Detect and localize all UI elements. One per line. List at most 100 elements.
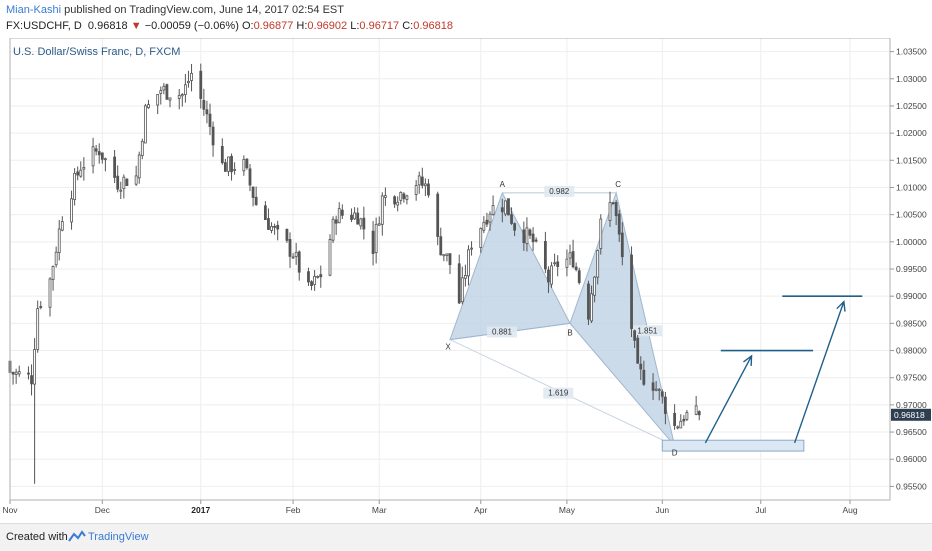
candle-body bbox=[534, 239, 538, 242]
candle-body bbox=[248, 168, 252, 186]
grid bbox=[9, 38, 890, 500]
price-change: −0.00059 (−0.06%) bbox=[144, 20, 239, 32]
candle-body bbox=[663, 396, 667, 414]
candles bbox=[8, 63, 701, 484]
time-axis[interactable]: Nov Dec 2017 Feb Mar Apr May Jun Jul Aug bbox=[2, 500, 858, 515]
candle-body bbox=[208, 113, 212, 127]
candle-body bbox=[617, 213, 621, 235]
candle-body bbox=[614, 202, 618, 217]
candle-body bbox=[316, 276, 320, 278]
projection-arrow-line bbox=[704, 355, 753, 444]
candle-body bbox=[116, 175, 120, 190]
candle-body bbox=[137, 154, 141, 179]
candle-body bbox=[54, 251, 58, 266]
candle-body bbox=[460, 277, 464, 303]
footer: Created with TradingView bbox=[0, 523, 932, 551]
candle-body bbox=[414, 185, 418, 195]
projection-drawings bbox=[704, 295, 863, 444]
candle-body bbox=[636, 337, 640, 364]
candle-body bbox=[467, 249, 470, 277]
candle-body bbox=[103, 158, 107, 161]
candle-body bbox=[57, 228, 61, 254]
candle-body bbox=[162, 85, 166, 91]
candle-body bbox=[445, 253, 449, 256]
candle-body bbox=[297, 251, 301, 273]
candle-body bbox=[660, 391, 664, 397]
candle-body bbox=[70, 198, 73, 223]
candle-body bbox=[177, 95, 181, 99]
down-arrow-icon: ▼ bbox=[130, 20, 142, 32]
x-tick-label: Mar bbox=[372, 505, 387, 515]
candle-body bbox=[470, 247, 473, 250]
ratio-ac-bg bbox=[544, 185, 575, 197]
candle-body bbox=[507, 198, 510, 216]
created-with-label: Created with bbox=[6, 531, 68, 543]
candle-body bbox=[442, 254, 446, 257]
candle-body bbox=[156, 94, 160, 106]
candle-body bbox=[639, 363, 643, 370]
candle-body bbox=[122, 176, 126, 189]
candle-body bbox=[531, 233, 535, 243]
candle-body bbox=[73, 172, 77, 200]
price-chart[interactable]: X A B C D 0.982 0.881 1.619 1.851 U.S. Dollar/Sw… bbox=[0, 38, 932, 523]
candle-body bbox=[91, 146, 95, 167]
harmonic-pattern: X A B C D 0.982 0.881 1.619 1.851 bbox=[445, 180, 805, 458]
chart-title: U.S. Dollar/Swiss Franc, D, FXCM bbox=[13, 46, 180, 58]
x-tick-label: Jun bbox=[655, 505, 669, 515]
high-value: 0.96902 bbox=[307, 20, 348, 32]
candle-body bbox=[276, 224, 280, 230]
symbol-label: FX:USDCHF, D bbox=[6, 20, 82, 32]
candle-body bbox=[294, 251, 298, 257]
low-label: L: bbox=[350, 20, 360, 32]
y-tick-label: 1.01000 bbox=[896, 182, 927, 192]
candle-body bbox=[571, 251, 575, 268]
open-label: O: bbox=[241, 20, 254, 32]
candle-body bbox=[420, 176, 424, 186]
chart-header: Mian-Kashi published on TradingView.com,… bbox=[0, 0, 932, 38]
candle-body bbox=[405, 195, 409, 200]
candle-body bbox=[94, 148, 98, 152]
candle-body bbox=[654, 388, 658, 391]
candle-body bbox=[51, 265, 55, 281]
author-link[interactable]: Mian-Kashi bbox=[6, 4, 62, 16]
y-tick-label: 0.99000 bbox=[896, 291, 927, 301]
candle-body bbox=[500, 207, 504, 213]
ratio-ac: 0.982 bbox=[549, 187, 570, 196]
brand-link[interactable]: TradingView bbox=[88, 531, 149, 543]
candle-body bbox=[267, 218, 270, 230]
y-tick-label: 1.02500 bbox=[896, 101, 927, 111]
ratio-bd-bg bbox=[632, 325, 663, 337]
candle-body bbox=[165, 84, 169, 100]
candle-body bbox=[251, 186, 255, 198]
candle-body bbox=[159, 90, 163, 94]
candle-body bbox=[568, 252, 572, 259]
candle-body bbox=[577, 270, 581, 283]
ratio-xb: 0.881 bbox=[492, 328, 513, 337]
candle-body bbox=[119, 189, 123, 192]
candle-body bbox=[39, 306, 43, 308]
candle-body bbox=[307, 271, 310, 283]
price-axis[interactable]: 1.03500 1.03000 1.02500 1.02000 1.01500 1.010… bbox=[890, 47, 931, 492]
candle-body bbox=[417, 175, 421, 186]
candle-body bbox=[685, 412, 689, 420]
candle-body bbox=[673, 413, 677, 426]
candle-body bbox=[620, 232, 624, 258]
candle-body bbox=[491, 205, 495, 215]
candle-body bbox=[503, 200, 507, 215]
candle-body bbox=[522, 229, 526, 244]
candle-body bbox=[48, 278, 52, 308]
candle-body bbox=[30, 375, 33, 385]
candle-body bbox=[479, 228, 483, 248]
candle-body bbox=[263, 205, 267, 220]
candle-body bbox=[134, 175, 138, 185]
y-tick-label: 0.98000 bbox=[896, 346, 927, 356]
tradingview-logo-icon bbox=[68, 530, 86, 542]
candle-body bbox=[14, 371, 18, 375]
candle-body bbox=[448, 253, 452, 266]
x-tick-label: Apr bbox=[474, 505, 487, 515]
candle-body bbox=[399, 191, 403, 201]
candle-body bbox=[396, 201, 400, 206]
pattern-label-d: D bbox=[672, 449, 678, 458]
candle-body bbox=[220, 146, 224, 164]
pattern-label-x: X bbox=[445, 343, 451, 352]
